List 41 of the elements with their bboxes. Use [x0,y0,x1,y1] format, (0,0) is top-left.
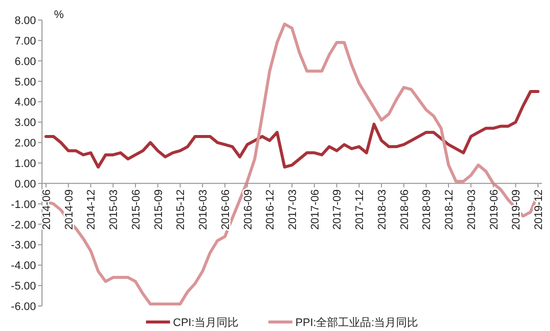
x-tick-label: 2015-06 [130,189,142,230]
y-axis-title: % [54,9,64,21]
x-tick-label: 2015-09 [152,189,165,230]
y-tick-label: -1.00 [10,198,36,211]
x-tick-label: 2019-12 [533,189,545,230]
x-tick-label: 2018-06 [398,189,411,230]
x-tick-label: 2018-03 [376,189,388,230]
x-tick-label: 2017-12 [354,189,366,230]
y-tick-label: 8.00 [14,15,36,27]
x-tick-label: 2016-03 [198,189,210,230]
x-tick-label: 2017-09 [332,189,344,230]
x-tick-label: 2017-06 [309,189,322,230]
x-tick-label: 2017-03 [287,189,299,230]
y-tick-label: 6.00 [14,56,36,68]
legend-label: CPI:当月同比 [173,316,238,329]
x-tick-label: 2015-12 [175,189,188,230]
y-tick-label: 3.00 [14,117,36,130]
x-tick-label: 2016-09 [242,189,254,230]
y-tick-label: 1.00 [14,158,36,170]
y-tick-label: 0.00 [14,178,36,190]
y-tick-label: -4.00 [10,260,36,272]
y-tick-label: -3.00 [10,240,36,252]
x-tick-label: 2019-03 [466,189,478,230]
y-tick-label: 7.00 [14,35,36,48]
x-tick-label: 2019-06 [488,189,500,230]
x-tick-label: 2018-09 [421,189,434,230]
y-tick-label: 4.00 [14,96,36,109]
x-tick-label: 2014-12 [86,189,98,230]
y-tick-label: 2.00 [14,138,36,150]
y-tick-label: 5.00 [14,76,36,88]
y-tick-label: -5.00 [10,280,36,293]
x-tick-label: 2019-09 [510,189,523,230]
y-tick-label: -6.00 [10,301,36,313]
x-tick-label: 2015-03 [108,189,120,230]
x-tick-label: 2018-12 [444,189,456,230]
legend-label: PPI:全部工业品:当月同比 [295,316,418,329]
x-tick-label: 2016-12 [264,189,277,230]
x-tick-label: 2016-06 [220,189,232,230]
x-tick-label: 2014-06 [41,189,53,230]
x-tick-label: 2014-09 [63,189,76,230]
y-tick-label: -2.00 [10,219,36,232]
